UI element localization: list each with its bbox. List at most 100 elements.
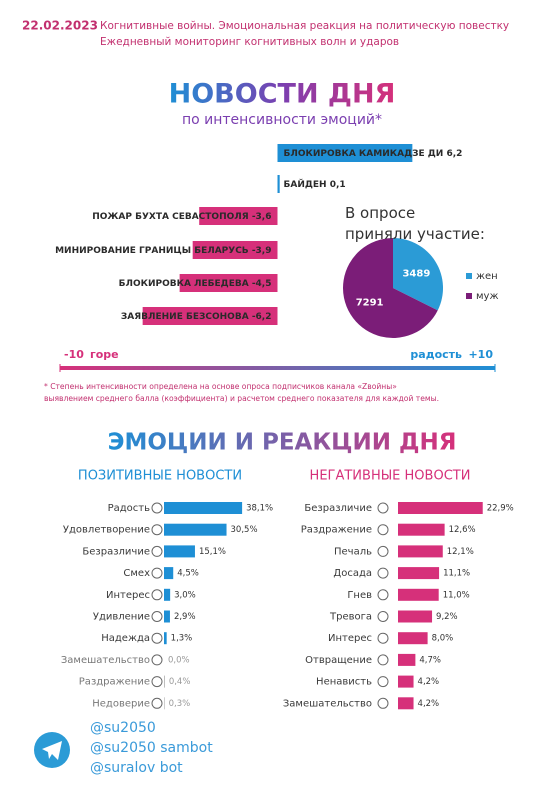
legend-swatch xyxy=(466,273,472,279)
footnote: выявлением среднего балла (коэффициента)… xyxy=(44,394,439,403)
category-label: Смех xyxy=(123,568,150,579)
x-tick-label: +10 xyxy=(468,348,493,361)
bar xyxy=(164,502,243,514)
bar-label: БАЙДЕН 0,1 xyxy=(284,178,346,190)
category-label: Безразличие xyxy=(304,503,372,514)
handle: @su2050 xyxy=(90,720,156,736)
bar xyxy=(398,545,443,558)
value-label: 15,1% xyxy=(199,547,226,557)
value-label: 12,1% xyxy=(447,547,474,557)
category-label: Досада xyxy=(333,568,372,579)
value-label: 8,0% xyxy=(432,634,454,644)
category-label: Безразличие xyxy=(82,546,150,557)
bar xyxy=(179,274,278,292)
category-label: Раздражение xyxy=(79,677,150,688)
category-label: Печаль xyxy=(334,546,372,557)
category-label: Ненависть xyxy=(316,677,372,688)
category-label: БАЙДЕН xyxy=(284,178,327,190)
category-label: Интерес xyxy=(328,633,372,644)
bar-label: БЛОКИРОВКА КАМИКАДЗЕ ДИ 6,2 xyxy=(284,149,463,159)
bar xyxy=(192,241,278,259)
header-line: Когнитивные войны. Эмоциональная реакция… xyxy=(100,20,509,32)
axis-gradient xyxy=(60,366,495,370)
bar xyxy=(164,675,165,688)
bar xyxy=(164,610,170,623)
value-label: -3,6 xyxy=(252,212,272,222)
pie-title: В опросе приняли участие: xyxy=(345,204,485,243)
bar-label: ЗАЯВЛЕНИЕ БЕЗСОНОВА -6,2 xyxy=(121,312,272,322)
bar xyxy=(398,610,433,623)
slice-label: 7291 xyxy=(356,297,384,308)
bar xyxy=(164,697,165,710)
value-label: 11,1% xyxy=(443,569,470,579)
category-label: ЗАЯВЛЕНИЕ БЕЗСОНОВА xyxy=(121,312,249,322)
category-label: Замешательство xyxy=(61,655,150,666)
emoji-icon xyxy=(151,524,163,536)
legend-label: муж xyxy=(476,291,498,302)
bar xyxy=(164,523,227,536)
section-title: ЭМОЦИИ И РЕАКЦИИ ДНЯ xyxy=(108,430,457,456)
slice-label: 3489 xyxy=(402,269,430,280)
date: 22.02.2023 xyxy=(22,19,98,33)
value-label: 1,3% xyxy=(171,634,193,644)
bar xyxy=(277,175,280,193)
value-label: 4,7% xyxy=(419,655,441,665)
category-label: Недоверие xyxy=(92,698,150,709)
bar-label: ПОЖАР БУХТА СЕВАСТОПОЛЯ -3,6 xyxy=(92,212,271,222)
pie-slice xyxy=(393,238,443,311)
bar xyxy=(398,523,445,536)
category-label: Радость xyxy=(108,503,151,514)
emoji-icon xyxy=(151,611,163,622)
bar xyxy=(398,675,414,688)
category-label: Тревога xyxy=(329,612,372,623)
header-line: Ежедневный мониторинг когнитивных волн и… xyxy=(100,36,399,48)
category-label: Раздражение xyxy=(301,525,372,536)
value-label: 3,0% xyxy=(174,590,196,600)
value-label: -3,9 xyxy=(252,246,272,256)
category-label: Гнев xyxy=(347,590,372,601)
bar-label: МИНИРОВАНИЕ ГРАНИЦЫ БЕЛАРУСЬ -3,9 xyxy=(55,246,271,256)
value-label: 22,9% xyxy=(487,504,514,514)
value-label: 30,5% xyxy=(231,525,258,535)
value-label: 0,0% xyxy=(168,655,190,665)
category-label: МИНИРОВАНИЕ ГРАНИЦЫ БЕЛАРУСЬ xyxy=(55,246,249,256)
value-label: -6,2 xyxy=(252,312,272,322)
bar xyxy=(199,207,278,225)
bar xyxy=(398,502,483,514)
category-label: Надежда xyxy=(101,633,150,644)
emoji-icon xyxy=(377,632,389,644)
category-label: БЛОКИРОВКА КАМИКАДЗЕ ДИ xyxy=(284,149,444,159)
category-label: Замешательство xyxy=(283,698,372,709)
emoji-icon xyxy=(151,654,163,666)
panel-title: НЕГАТИВНЫЕ НОВОСТИ xyxy=(310,469,471,484)
pie-slice xyxy=(342,238,438,339)
handle: @suralov bot xyxy=(90,760,183,776)
emoji-icon xyxy=(377,654,389,666)
panel-title: ПОЗИТИВНЫЕ НОВОСТИ xyxy=(78,469,242,484)
value-label: 9,2% xyxy=(436,612,458,622)
value-label: 0,1 xyxy=(330,180,346,190)
bar xyxy=(164,545,195,558)
category-label: ПОЖАР БУХТА СЕВАСТОПОЛЯ xyxy=(92,212,249,222)
value-label: 4,2% xyxy=(418,677,440,687)
emoji-icon xyxy=(377,502,389,514)
value-label: 38,1% xyxy=(246,504,273,514)
subtitle: по интенсивности эмоций* xyxy=(182,112,382,128)
axis-label: горе xyxy=(90,348,119,361)
category-label: Удивление xyxy=(93,612,150,623)
value-label: 4,2% xyxy=(418,699,440,709)
x-tick-label: -10 xyxy=(64,348,84,361)
value-label: -4,5 xyxy=(252,279,272,289)
category-label: БЛОКИРОВКА ЛЕБЕДЕВА xyxy=(119,279,249,289)
value-label: 11,0% xyxy=(443,590,470,600)
bar xyxy=(398,567,440,580)
bar xyxy=(277,144,413,162)
emoji-icon xyxy=(377,545,389,557)
handle: @su2050 sambot xyxy=(90,740,213,756)
bar xyxy=(164,632,167,645)
emoji-icon xyxy=(377,697,389,709)
emoji-icon xyxy=(151,502,163,514)
emoji-icon xyxy=(151,567,163,579)
emoji-icon xyxy=(377,676,389,688)
